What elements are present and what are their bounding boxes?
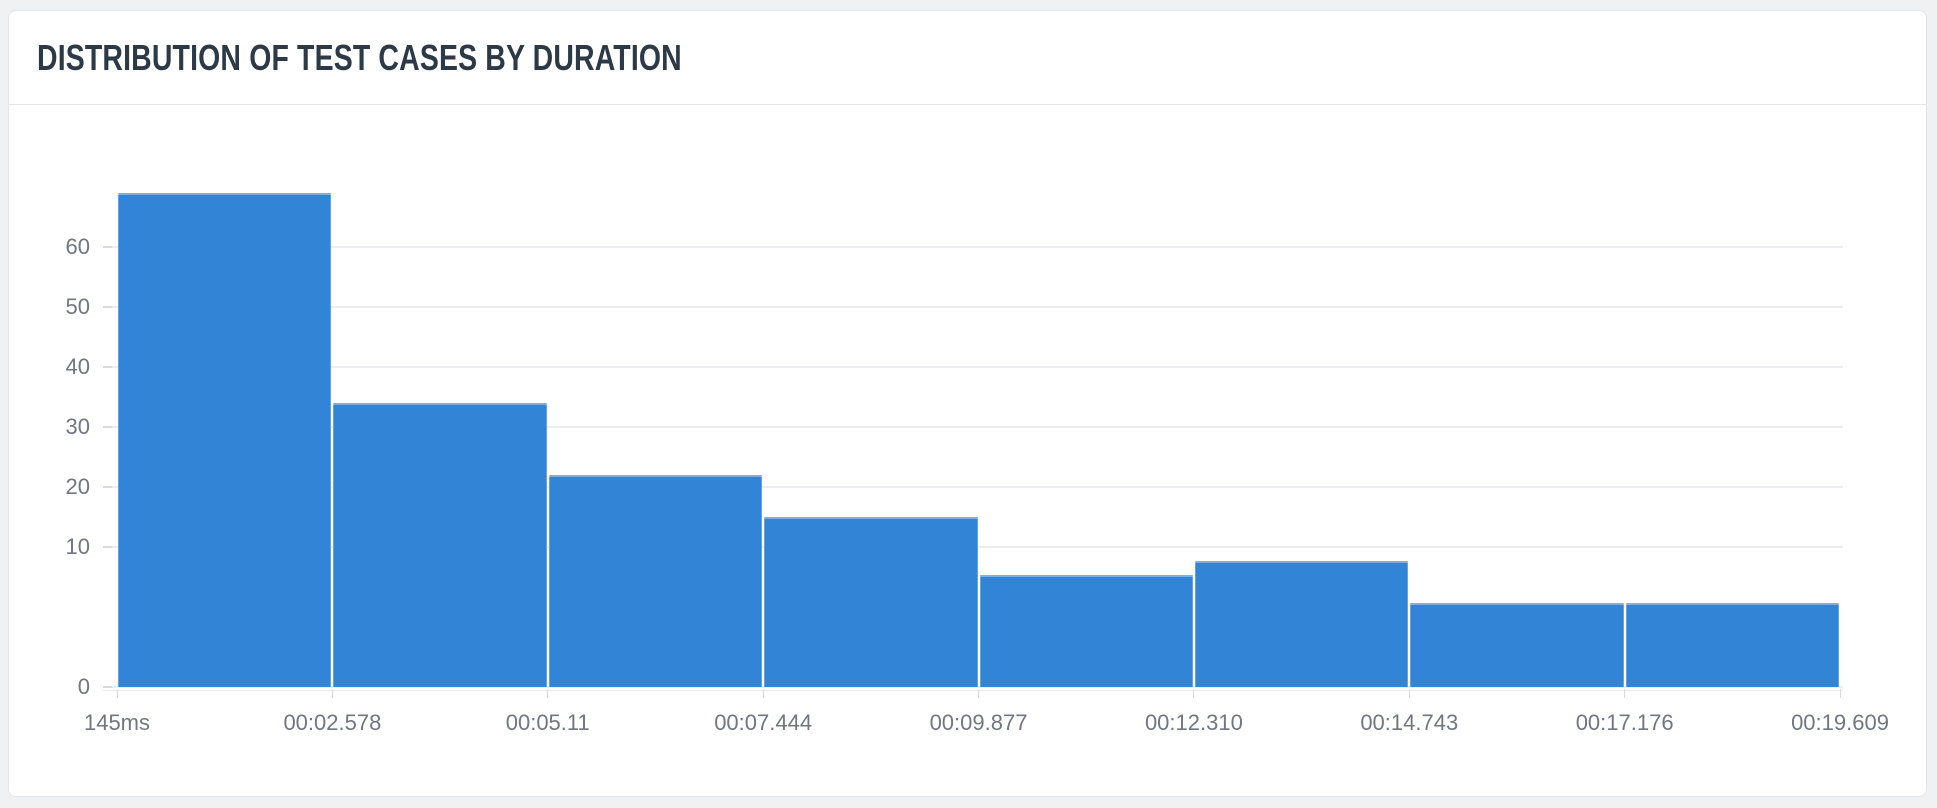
x-axis-label: 145ms	[83, 710, 151, 735]
x-axis-label: 00:09.877	[929, 710, 1028, 735]
chart-card-header: DISTRIBUTION OF TEST CASES BY DURATION	[9, 11, 1926, 105]
y-axis-label: 20	[65, 474, 90, 499]
y-gridline	[103, 426, 1843, 428]
histogram-bar[interactable]	[1410, 603, 1624, 687]
y-axis-tick	[103, 486, 112, 488]
x-axis-label: 00:17.176	[1575, 710, 1674, 735]
y-gridline	[103, 306, 1843, 308]
y-gridline	[103, 686, 1843, 688]
y-axis-label: 50	[65, 294, 90, 319]
x-axis-label: 00:14.743	[1360, 710, 1459, 735]
y-axis-tick	[103, 426, 112, 428]
x-axis-label: 00:05.11	[505, 710, 590, 735]
histogram-bar[interactable]	[118, 193, 332, 687]
y-gridline	[103, 366, 1843, 368]
y-axis-tick	[103, 306, 112, 308]
x-axis-tick	[116, 689, 118, 698]
y-axis-label: 10	[65, 534, 90, 559]
x-axis-label: 00:02.578	[283, 710, 382, 735]
y-axis-label: 30	[65, 414, 90, 439]
x-axis-tick	[762, 689, 764, 698]
x-axis-tick	[331, 689, 333, 698]
histogram-bar[interactable]	[548, 475, 763, 687]
x-axis-tick	[547, 689, 549, 698]
histogram-bar[interactable]	[333, 403, 547, 687]
y-axis-label: 0	[77, 674, 90, 699]
y-axis-tick	[103, 546, 112, 548]
x-axis-label: 00:12.310	[1144, 710, 1243, 735]
histogram-bar[interactable]	[1625, 603, 1839, 687]
y-axis-label: 40	[65, 354, 90, 379]
x-axis-tick	[1408, 689, 1410, 698]
x-axis-tick	[1193, 689, 1195, 698]
chart-title: DISTRIBUTION OF TEST CASES BY DURATION	[37, 37, 682, 78]
y-axis-label: 60	[65, 234, 90, 259]
x-axis-tick	[1839, 689, 1841, 698]
x-axis-line	[103, 690, 1843, 691]
y-gridline	[103, 486, 1843, 488]
histogram-bar[interactable]	[764, 517, 978, 687]
histogram-bar[interactable]	[1194, 561, 1409, 687]
y-axis-tick	[103, 366, 112, 368]
histogram-bar[interactable]	[979, 575, 1193, 687]
x-axis-tick	[1624, 689, 1626, 698]
y-axis-tick	[103, 686, 112, 688]
y-gridline	[103, 246, 1843, 248]
x-axis-tick	[978, 689, 979, 698]
x-axis-label: 00:07.444	[714, 710, 813, 735]
x-axis-label: 00:19.609	[1791, 710, 1889, 735]
y-axis-tick	[103, 246, 112, 248]
